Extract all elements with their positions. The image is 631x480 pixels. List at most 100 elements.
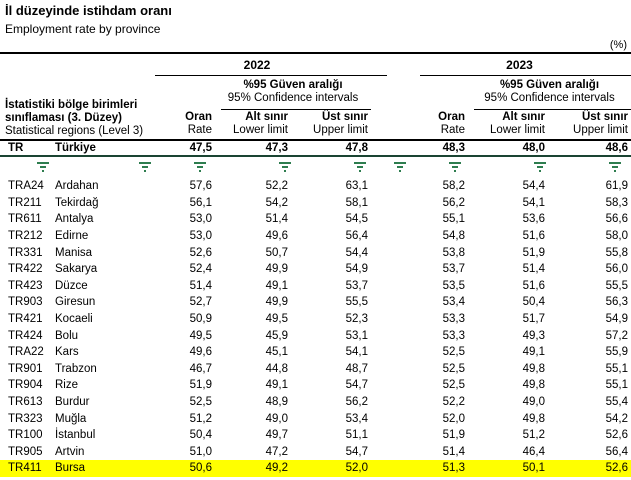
value-cell: 51,6: [522, 279, 545, 292]
value-cell: 49,1: [265, 379, 288, 392]
value-cell: 50,4: [522, 296, 545, 309]
value-cell: 56,2: [345, 396, 368, 409]
value-cell: 54,7: [345, 379, 368, 392]
value-cell: 54,5: [345, 213, 368, 226]
unit-label: (%): [609, 39, 627, 51]
page-title: İl düzeyinde istihdam oranı: [5, 3, 172, 18]
value-cell: 51,9: [522, 246, 545, 259]
value-cell: 49,1: [522, 346, 545, 359]
value-cell: 48,3: [442, 142, 465, 154]
filter-icon[interactable]: [534, 162, 546, 173]
value-cell: 58,0: [605, 230, 628, 243]
ci-2022-label-en: 95% Confidence intervals: [227, 92, 359, 104]
value-cell: 51,4: [442, 445, 465, 458]
filter-icon[interactable]: [279, 162, 291, 173]
region-name: Düzce: [55, 279, 88, 292]
table-row: TR423 Düzce 51,4 49,1 53,7 53,5 51,6 55,…: [0, 278, 631, 295]
value-cell: 49,8: [522, 412, 545, 425]
confidence-header-row: %95 Güven aralığı 95% Confidence interva…: [0, 76, 631, 110]
region-name: Muğla: [55, 412, 87, 425]
region-code: TR903: [8, 296, 43, 309]
ci-2023-underline: [474, 109, 631, 110]
filter-icon[interactable]: [354, 162, 366, 173]
value-cell: 51,2: [522, 429, 545, 442]
value-cell: 53,3: [442, 329, 465, 342]
value-cell: 53,8: [442, 246, 465, 259]
value-cell: 53,4: [442, 296, 465, 309]
filter-icon[interactable]: [194, 162, 206, 173]
table-row: TR613 Burdur 52,5 48,9 56,2 52,2 49,0 55…: [0, 394, 631, 411]
filter-icon[interactable]: [37, 162, 49, 173]
table-row: TR611 Antalya 53,0 51,4 54,5 55,1 53,6 5…: [0, 211, 631, 228]
region-name: Rize: [55, 379, 79, 392]
value-cell: 51,6: [522, 230, 545, 243]
column-label-row: Oran Rate Alt sınır Lower limit Üst sını…: [0, 110, 631, 139]
value-cell: 51,4: [189, 279, 212, 292]
value-cell: 52,2: [265, 180, 288, 193]
value-cell: 53,0: [189, 213, 212, 226]
value-cell: 49,5: [189, 329, 212, 342]
value-cell: 56,0: [605, 263, 628, 276]
value-cell: 54,4: [522, 180, 545, 193]
value-cell: 46,4: [522, 445, 545, 458]
value-cell: 58,1: [345, 196, 368, 209]
filter-icon-row: [0, 157, 631, 178]
region-name: Bursa: [55, 462, 86, 475]
value-cell: 56,4: [345, 230, 368, 243]
region-name: Manisa: [55, 246, 93, 259]
value-cell: 52,5: [442, 362, 465, 375]
region-code: TR323: [8, 412, 43, 425]
filter-icon[interactable]: [139, 162, 151, 173]
value-cell: 53,0: [189, 230, 212, 243]
value-cell: 54,9: [605, 313, 628, 326]
table-row: TR424 Bolu 49,5 45,9 53,1 53,3 49,3 57,2: [0, 327, 631, 344]
value-cell: 54,1: [345, 346, 368, 359]
value-cell: 55,5: [345, 296, 368, 309]
value-cell: 63,1: [345, 180, 368, 193]
ci-2023-label-en: 95% Confidence intervals: [484, 92, 615, 104]
value-cell: 50,9: [189, 313, 212, 326]
region-code: TR331: [8, 246, 43, 259]
value-cell: 52,5: [189, 396, 212, 409]
year-header-row: 2022 2023: [0, 54, 631, 76]
region-code: TRA24: [8, 180, 44, 193]
value-cell: 49,8: [522, 362, 545, 375]
region-code: TR905: [8, 445, 43, 458]
region-code: TR424: [8, 329, 43, 342]
value-cell: 54,2: [265, 196, 288, 209]
value-cell: 49,0: [265, 412, 288, 425]
filter-icon[interactable]: [609, 162, 621, 173]
top-rule: [0, 52, 631, 54]
value-cell: 50,7: [265, 246, 288, 259]
value-cell: 54,8: [442, 230, 465, 243]
value-cell: 53,7: [442, 263, 465, 276]
col-lower-2023: Alt sınır Lower limit: [490, 111, 545, 136]
value-cell: 58,3: [605, 196, 628, 209]
value-cell: 53,1: [345, 329, 368, 342]
value-cell: 55,1: [605, 362, 628, 375]
totals-row-turkiye: TR Türkiye 47,5 47,3 47,8 48,3 48,0 48,6: [0, 141, 631, 157]
value-cell: 55,1: [605, 379, 628, 392]
filter-icon[interactable]: [394, 162, 406, 173]
value-cell: 49,9: [265, 296, 288, 309]
value-cell: 47,8: [345, 142, 368, 154]
table-row: TRA24 Ardahan 57,6 52,2 63,1 58,2 54,4 6…: [0, 178, 631, 195]
region-code: TR: [8, 142, 24, 154]
year-2023-header: 2023: [408, 54, 631, 76]
table-header: 2022 2023 %95 Güven aralığı 95% Confiden…: [0, 54, 631, 141]
value-cell: 54,2: [605, 412, 628, 425]
value-cell: 55,9: [605, 346, 628, 359]
ci-2023-label-tr: %95 Güven aralığı: [499, 79, 600, 91]
value-cell: 54,9: [345, 263, 368, 276]
table-body: TRA24 Ardahan 57,6 52,2 63,1 58,2 54,4 6…: [0, 178, 631, 477]
value-cell: 53,7: [345, 279, 368, 292]
region-name: Trabzon: [55, 362, 97, 375]
filter-icon[interactable]: [449, 162, 461, 173]
region-code: TR411: [8, 462, 42, 475]
value-cell: 49,5: [265, 313, 288, 326]
region-name: Türkiye: [55, 142, 96, 154]
region-code: TR100: [8, 429, 43, 442]
value-cell: 49,2: [265, 462, 288, 475]
ci-2023-header: %95 Güven aralığı 95% Confidence interva…: [468, 76, 631, 110]
